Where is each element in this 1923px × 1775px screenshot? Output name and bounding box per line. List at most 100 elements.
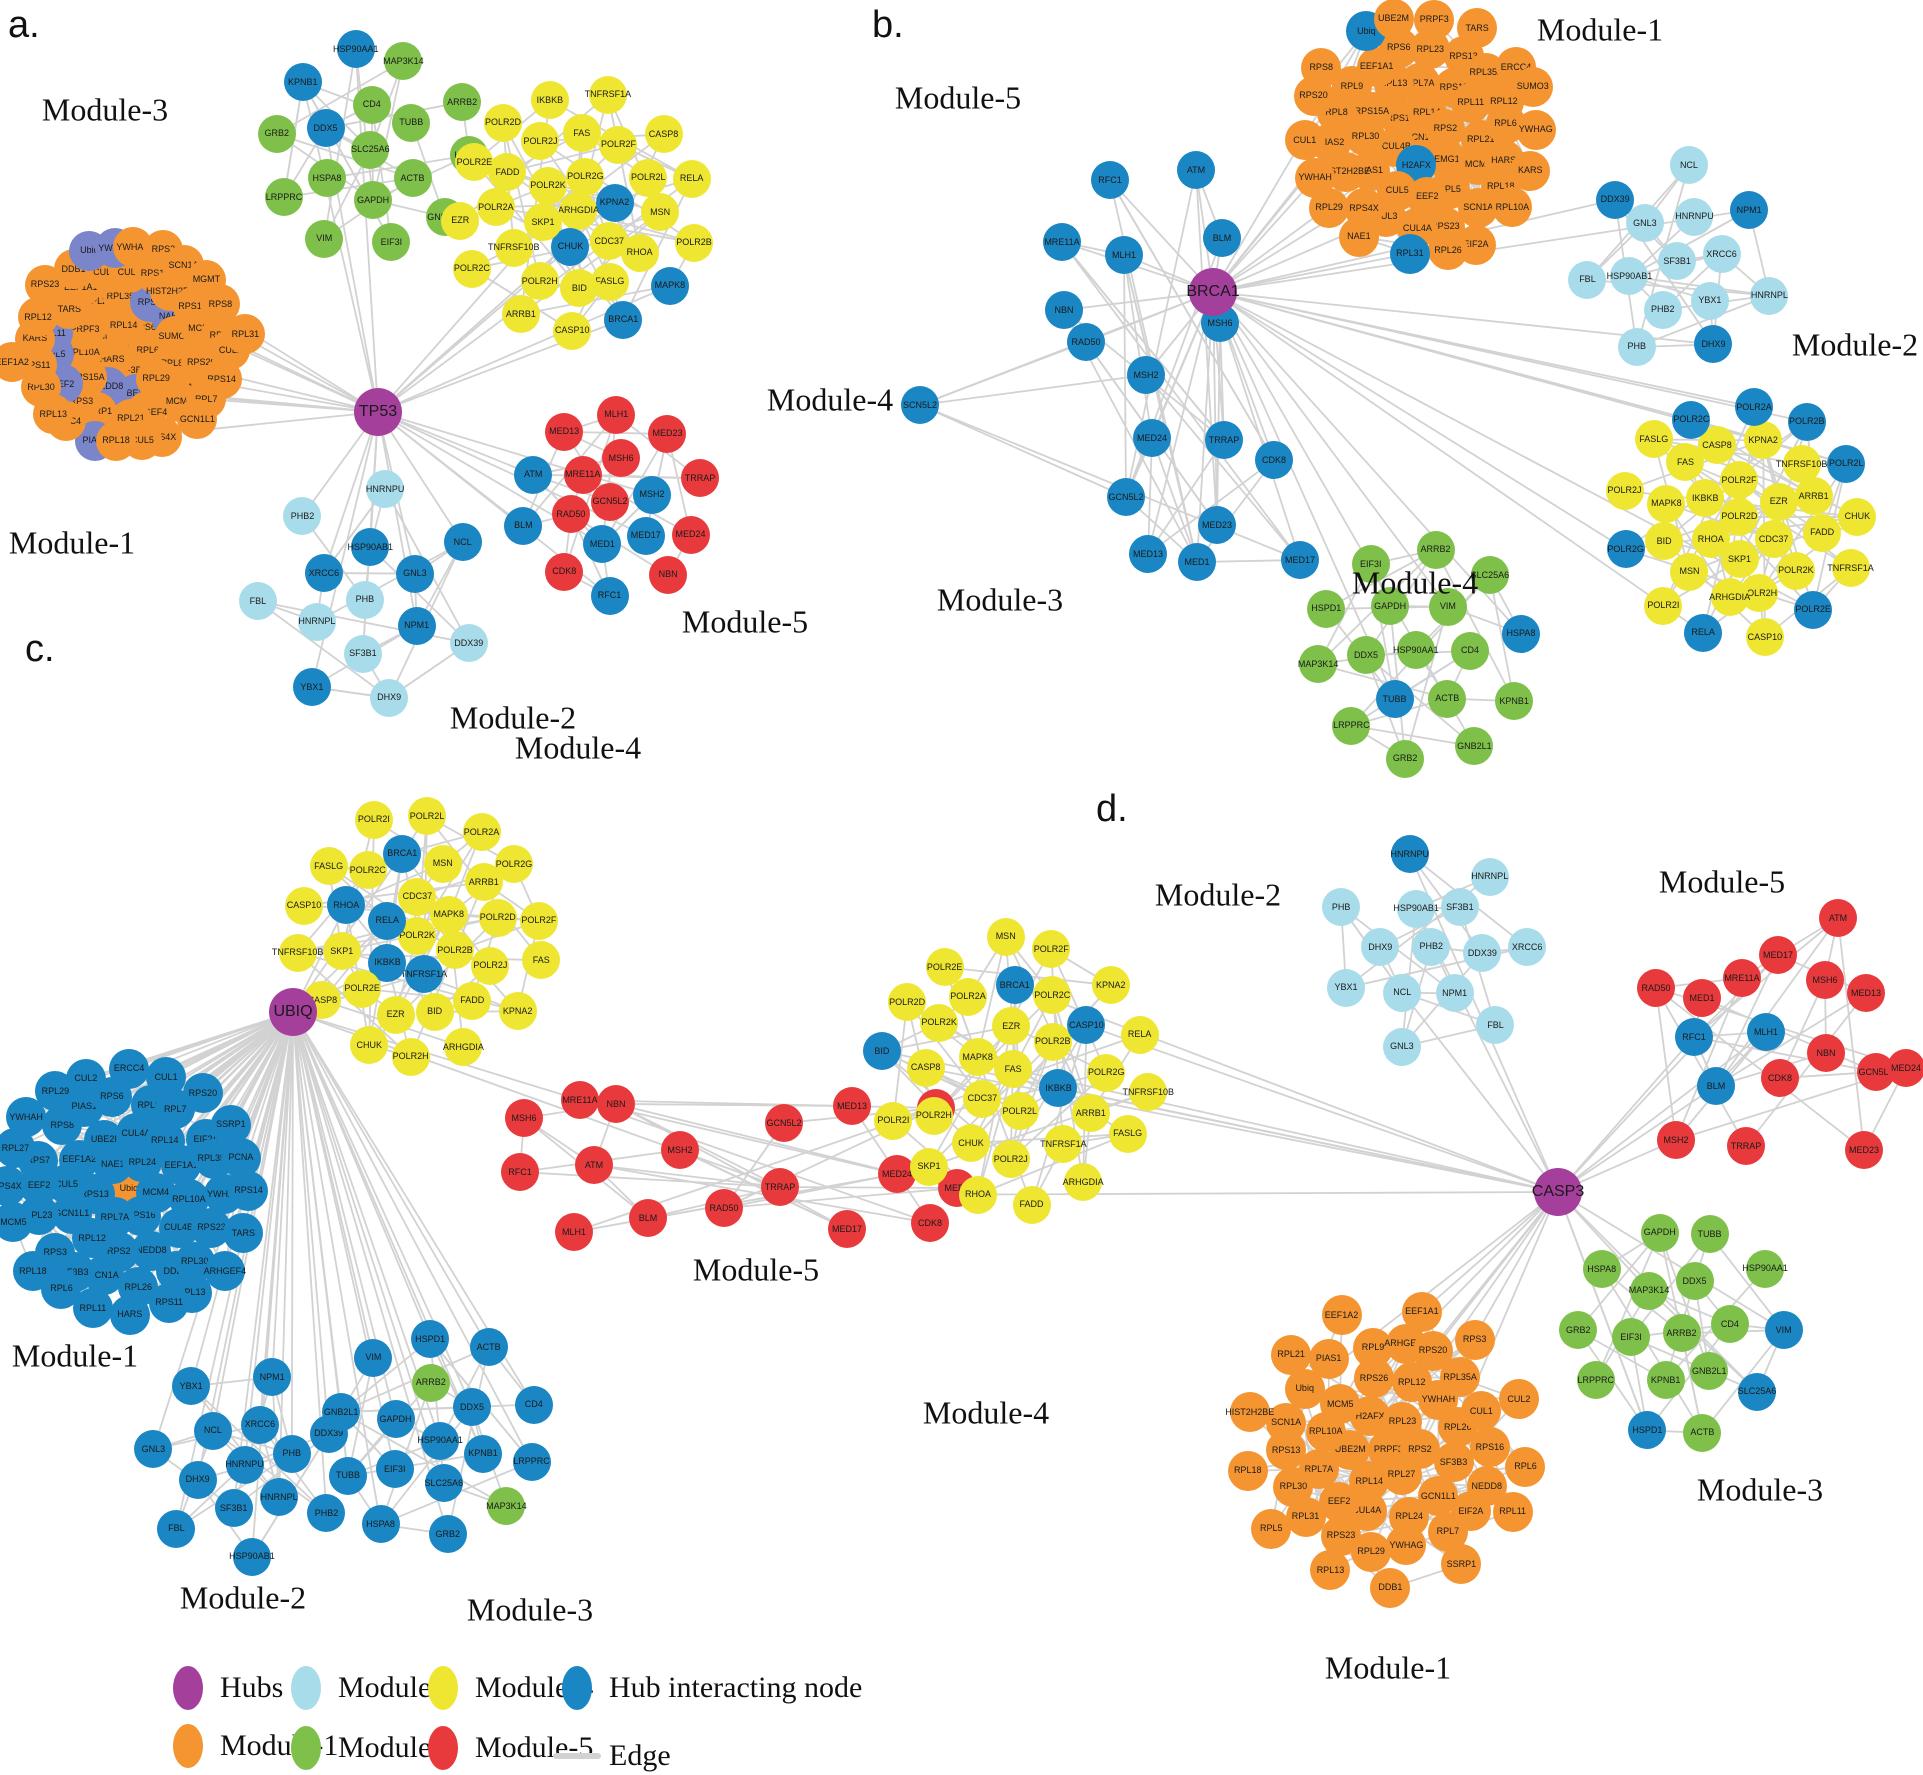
gene-node-rhoa[interactable]: RHOA bbox=[1691, 520, 1730, 559]
gene-node-sf3b1[interactable]: SF3B1 bbox=[343, 634, 382, 673]
gene-node-ddb1[interactable]: DDB1 bbox=[1370, 1567, 1411, 1608]
gene-node-arhgdia[interactable]: ARHGDIA bbox=[1063, 1163, 1104, 1202]
gene-node-nbn[interactable]: NBN bbox=[1045, 291, 1083, 329]
gene-node-gnl3[interactable]: GNL3 bbox=[134, 1430, 173, 1469]
gene-node-faslg[interactable]: FASLG bbox=[1634, 420, 1673, 459]
gene-node-bid[interactable]: BID bbox=[415, 992, 454, 1031]
gene-node-phb[interactable]: PHB bbox=[1617, 327, 1656, 366]
gene-node-cdc37[interactable]: CDC37 bbox=[963, 1079, 1002, 1118]
gene-node-tars[interactable]: TARS bbox=[223, 1213, 264, 1254]
gene-node-tubb[interactable]: TUBB bbox=[1375, 680, 1414, 719]
gene-node-kpna2[interactable]: KPNA2 bbox=[498, 992, 537, 1031]
gene-node-med13[interactable]: MED13 bbox=[1847, 974, 1885, 1012]
gene-node-atm[interactable]: ATM bbox=[1177, 151, 1215, 189]
gene-node-ikbkb[interactable]: IKBKB bbox=[1039, 1069, 1078, 1108]
gene-node-mre11a[interactable]: MRE11A bbox=[1043, 223, 1081, 261]
gene-node-chuk[interactable]: CHUK bbox=[551, 227, 590, 266]
gene-node-polr2h[interactable]: POLR2H bbox=[391, 1037, 430, 1076]
gene-node-hsp90aa1[interactable]: HSP90AA1 bbox=[417, 1421, 463, 1460]
gene-node-bid[interactable]: BID bbox=[1645, 522, 1684, 561]
gene-node-fadd[interactable]: FADD bbox=[453, 981, 492, 1020]
gene-node-skp1[interactable]: SKP1 bbox=[910, 1147, 949, 1186]
gene-node-actb[interactable]: ACTB bbox=[393, 159, 432, 198]
hub-node-ubiq[interactable]: UBIQ bbox=[269, 988, 317, 1036]
gene-node-cdk8[interactable]: CDK8 bbox=[545, 552, 584, 591]
gene-node-chuk[interactable]: CHUK bbox=[350, 1026, 389, 1065]
gene-node-hnrnpu[interactable]: HNRNPU bbox=[1391, 835, 1429, 874]
gene-node-med24[interactable]: MED24 bbox=[878, 1155, 916, 1193]
gene-node-atm[interactable]: ATM bbox=[514, 455, 553, 494]
gene-node-med17[interactable]: MED17 bbox=[626, 516, 665, 555]
gene-node-rhoa[interactable]: RHOA bbox=[959, 1175, 998, 1214]
gene-node-polr2f[interactable]: POLR2F bbox=[519, 901, 558, 940]
gene-node-atm[interactable]: ATM bbox=[1819, 899, 1857, 937]
gene-node-arrb2[interactable]: ARRB2 bbox=[411, 1363, 450, 1402]
gene-node-arrb1[interactable]: ARRB1 bbox=[1794, 477, 1833, 515]
gene-node-map3k14[interactable]: MAP3K14 bbox=[383, 42, 424, 81]
gene-node-med23[interactable]: MED23 bbox=[648, 414, 687, 453]
gene-node-hars[interactable]: HARS bbox=[109, 1294, 150, 1335]
gene-node-faslg[interactable]: FASLG bbox=[309, 847, 348, 886]
gene-node-hnrnpl[interactable]: HNRNPL bbox=[1470, 857, 1509, 896]
gene-node-eef1a2[interactable]: EEF1A2 bbox=[1321, 1295, 1362, 1335]
gene-node-hspd1[interactable]: HSPD1 bbox=[1307, 589, 1346, 628]
gene-node-polr2i[interactable]: POLR2I bbox=[1644, 586, 1683, 625]
gene-node-trrap[interactable]: TRRAP bbox=[1205, 421, 1243, 459]
gene-node-polr2b[interactable]: POLR2B bbox=[675, 223, 714, 262]
gene-node-npm1[interactable]: NPM1 bbox=[253, 1358, 292, 1397]
gene-node-cd4[interactable]: CD4 bbox=[1451, 631, 1490, 670]
gene-node-kars[interactable]: KARS bbox=[1510, 150, 1551, 191]
gene-node-phb2[interactable]: PHB2 bbox=[307, 1494, 346, 1533]
gene-node-casp10[interactable]: CASP10 bbox=[1745, 618, 1784, 657]
gene-node-sumo3[interactable]: SUMO3 bbox=[1512, 66, 1553, 107]
gene-node-ncl[interactable]: NCL bbox=[193, 1411, 232, 1450]
gene-node-rps20[interactable]: RPS20 bbox=[182, 1073, 223, 1114]
gene-node-npm1[interactable]: NPM1 bbox=[1435, 974, 1474, 1013]
gene-node-mlh1[interactable]: MLH1 bbox=[597, 395, 636, 434]
gene-node-arhgdia[interactable]: ARHGDIA bbox=[443, 1028, 484, 1067]
gene-node-med1[interactable]: MED1 bbox=[1683, 979, 1721, 1017]
gene-node-brca1[interactable]: BRCA1 bbox=[995, 966, 1034, 1005]
gene-node-hsp90ab1[interactable]: HSP90AB1 bbox=[229, 1537, 275, 1576]
gene-node-ikbkb[interactable]: IKBKB bbox=[1686, 479, 1725, 517]
gene-node-phb2[interactable]: PHB2 bbox=[1643, 290, 1682, 329]
gene-node-ezr[interactable]: EZR bbox=[441, 201, 480, 240]
gene-node-dhx9[interactable]: DHX9 bbox=[178, 1460, 217, 1499]
gene-node-ddx5[interactable]: DDX5 bbox=[453, 1388, 492, 1427]
gene-node-polr2i[interactable]: POLR2I bbox=[354, 800, 393, 839]
gene-node-rpl23[interactable]: RPL23 bbox=[1382, 1401, 1423, 1442]
gene-node-fbl[interactable]: FBL bbox=[1476, 1006, 1515, 1045]
gene-node-eef1a1[interactable]: EEF1A1 bbox=[1356, 46, 1397, 87]
gene-node-vim[interactable]: VIM bbox=[354, 1338, 393, 1377]
gene-node-arrb2[interactable]: ARRB2 bbox=[1416, 530, 1455, 569]
gene-node-rpl31[interactable]: RPL31 bbox=[225, 314, 266, 355]
gene-node-hspa8[interactable]: HSPA8 bbox=[361, 1505, 400, 1544]
gene-node-kpna2[interactable]: KPNA2 bbox=[1744, 421, 1783, 460]
gene-node-npm1[interactable]: NPM1 bbox=[1730, 191, 1769, 230]
gene-node-arhgef4[interactable]: ARHGEF4 bbox=[204, 1251, 246, 1292]
gene-node-tubb[interactable]: TUBB bbox=[1690, 1215, 1729, 1254]
gene-node-polr2f[interactable]: POLR2F bbox=[1032, 930, 1071, 969]
gene-node-ybx1[interactable]: YBX1 bbox=[292, 668, 331, 706]
gene-node-kpna2[interactable]: KPNA2 bbox=[595, 183, 634, 222]
gene-node-polr2l[interactable]: POLR2L bbox=[1000, 1092, 1039, 1131]
gene-node-rpl6[interactable]: RPL6 bbox=[1505, 1446, 1546, 1487]
gene-node-polr2j[interactable]: POLR2J bbox=[471, 946, 510, 985]
gene-node-polr2h[interactable]: POLR2H bbox=[914, 1096, 953, 1135]
gene-node-grb2[interactable]: GRB2 bbox=[1559, 1311, 1598, 1350]
gene-node-gnl3[interactable]: GNL3 bbox=[395, 554, 434, 593]
gene-node-med23[interactable]: MED23 bbox=[1845, 1131, 1883, 1169]
gene-node-vim[interactable]: VIM bbox=[305, 219, 344, 258]
gene-node-rfc1[interactable]: RFC1 bbox=[501, 1153, 539, 1191]
gene-node-cdc37[interactable]: CDC37 bbox=[1754, 520, 1793, 559]
gene-node-tnfrsf10b[interactable]: TNFRSF10B bbox=[488, 228, 540, 267]
gene-node-polr2d[interactable]: POLR2D bbox=[888, 983, 927, 1022]
gene-node-rps20[interactable]: RPS20 bbox=[1293, 75, 1334, 116]
gene-node-kpnb1[interactable]: KPNB1 bbox=[1646, 1361, 1685, 1400]
gene-node-rhoa[interactable]: RHOA bbox=[327, 886, 366, 925]
gene-node-hsp90aa1[interactable]: HSP90AA1 bbox=[1393, 631, 1439, 670]
gene-node-casp10[interactable]: CASP10 bbox=[553, 311, 592, 350]
gene-node-rps11[interactable]: RPS11 bbox=[149, 1282, 190, 1323]
gene-node-trrap[interactable]: TRRAP bbox=[1727, 1127, 1765, 1165]
gene-node-sf3b1[interactable]: SF3B1 bbox=[1440, 888, 1479, 927]
